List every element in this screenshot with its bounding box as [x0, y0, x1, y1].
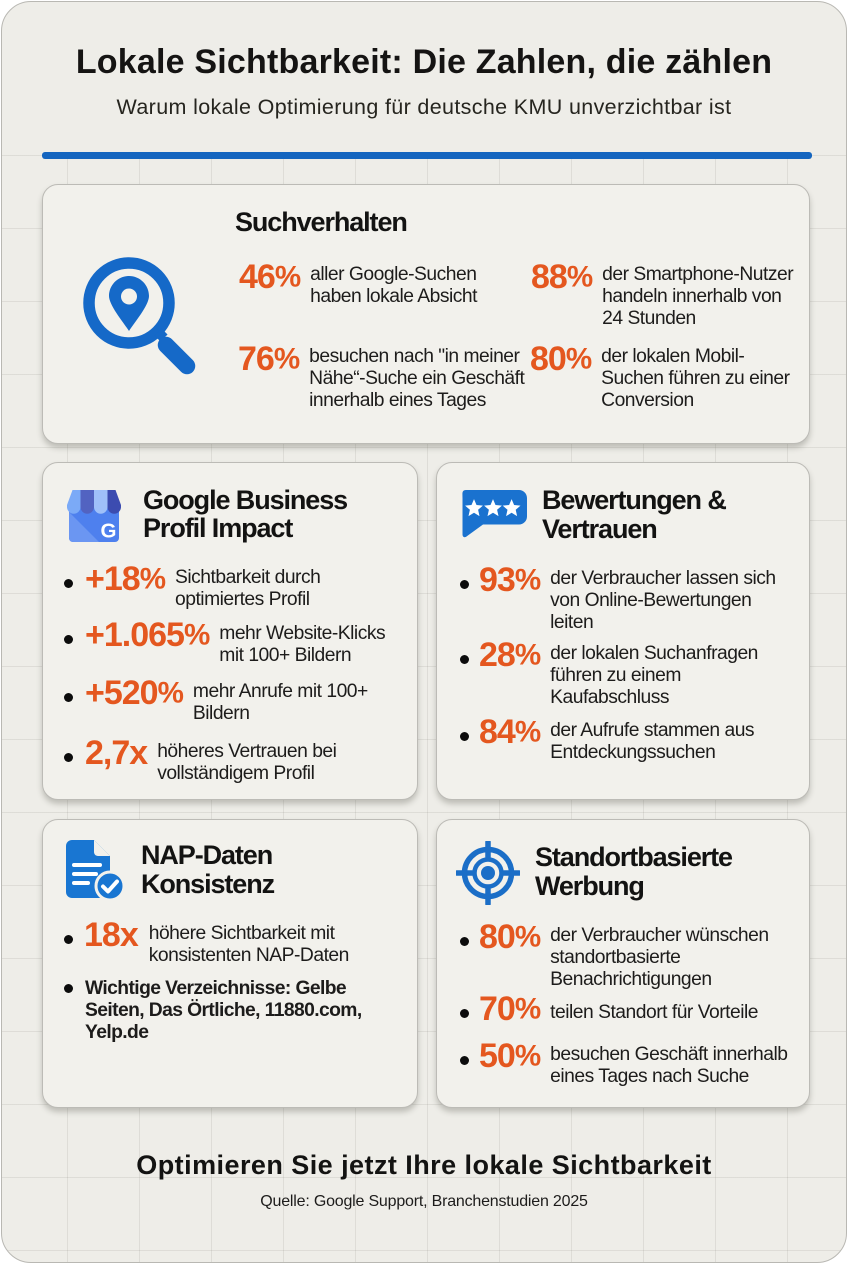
svg-text:G: G	[101, 520, 117, 543]
